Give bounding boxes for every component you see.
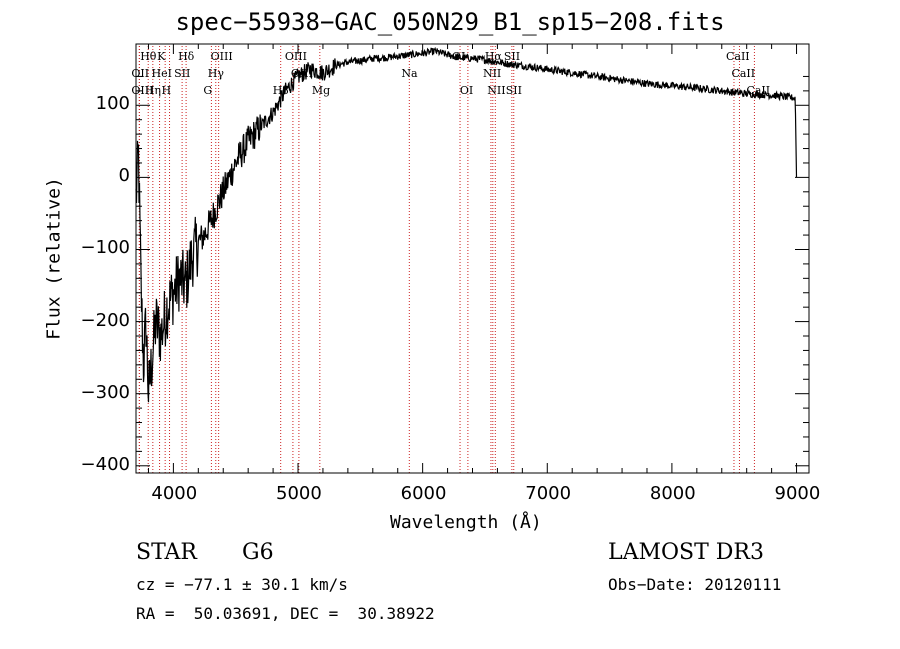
emission-line-label: Hη	[144, 84, 161, 97]
emission-line-label: OIII	[210, 50, 233, 63]
emission-line-label: Na	[401, 67, 418, 80]
emission-line-label: OIII	[290, 67, 313, 80]
emission-line-label: OII	[131, 67, 150, 80]
emission-line-label: Hγ	[207, 67, 224, 80]
emission-line-label: OI	[452, 50, 466, 63]
emission-line-label: Hα	[484, 50, 502, 63]
x-tick-label: 5000	[276, 483, 322, 504]
subclass: G6	[242, 540, 274, 565]
emission-line-label: NII	[487, 84, 506, 97]
y-tick-label: 100	[95, 93, 130, 115]
emission-line-label: CaII	[731, 67, 756, 80]
emission-line-label: SII	[503, 50, 521, 63]
survey-name: LAMOST DR3	[608, 540, 764, 565]
emission-line-label: H	[161, 84, 172, 97]
coordinates: RA = 50.03691, DEC = 30.38922	[136, 604, 435, 623]
emission-line-label: SII	[174, 67, 191, 80]
emission-line-label: NII	[482, 67, 502, 80]
emission-line-markers	[138, 46, 755, 473]
emission-line-label: K	[157, 50, 166, 63]
y-tick-label: −400	[80, 453, 130, 475]
y-tick-label: 0	[118, 165, 130, 187]
x-tick-label: 8000	[649, 483, 696, 504]
emission-line-label: Hβ	[272, 84, 289, 97]
object-class: STAR	[136, 540, 197, 565]
emission-line-label: Mg	[311, 84, 331, 97]
y-tick-label: −100	[80, 237, 130, 259]
emission-line-label: G	[203, 84, 213, 97]
emission-line-label: SII	[505, 84, 522, 97]
y-tick-label: −300	[80, 381, 130, 403]
emission-line-label: OI	[459, 84, 474, 97]
emission-line-label: CaII	[746, 84, 771, 97]
axis-ticks	[136, 44, 809, 473]
emission-line-label: Hδ	[178, 50, 195, 63]
x-tick-label: 4000	[151, 483, 198, 504]
obs-date: Obs−Date: 20120111	[608, 575, 782, 594]
x-tick-label: 9000	[774, 483, 821, 504]
redshift-cz: cz = −77.1 ± 30.1 km/s	[136, 575, 348, 594]
x-tick-label: 6000	[400, 483, 447, 504]
spectrum-line	[135, 46, 798, 403]
emission-line-label: Hθ	[140, 50, 157, 63]
emission-line-label: HeI	[151, 67, 172, 80]
plot-frame	[135, 43, 810, 474]
emission-line-label: OIII	[284, 50, 307, 63]
emission-line-label: CaII	[725, 50, 750, 63]
y-axis-label: Flux (relative)	[43, 177, 65, 340]
y-tick-label: −200	[80, 309, 130, 331]
x-tick-label: 7000	[525, 483, 572, 504]
chart-title: spec−55938−GAC_050N29_B1_sp15−208.fits	[175, 8, 725, 36]
x-axis-label: Wavelength (Å)	[390, 512, 542, 533]
emission-line-label: OIII	[131, 84, 154, 97]
